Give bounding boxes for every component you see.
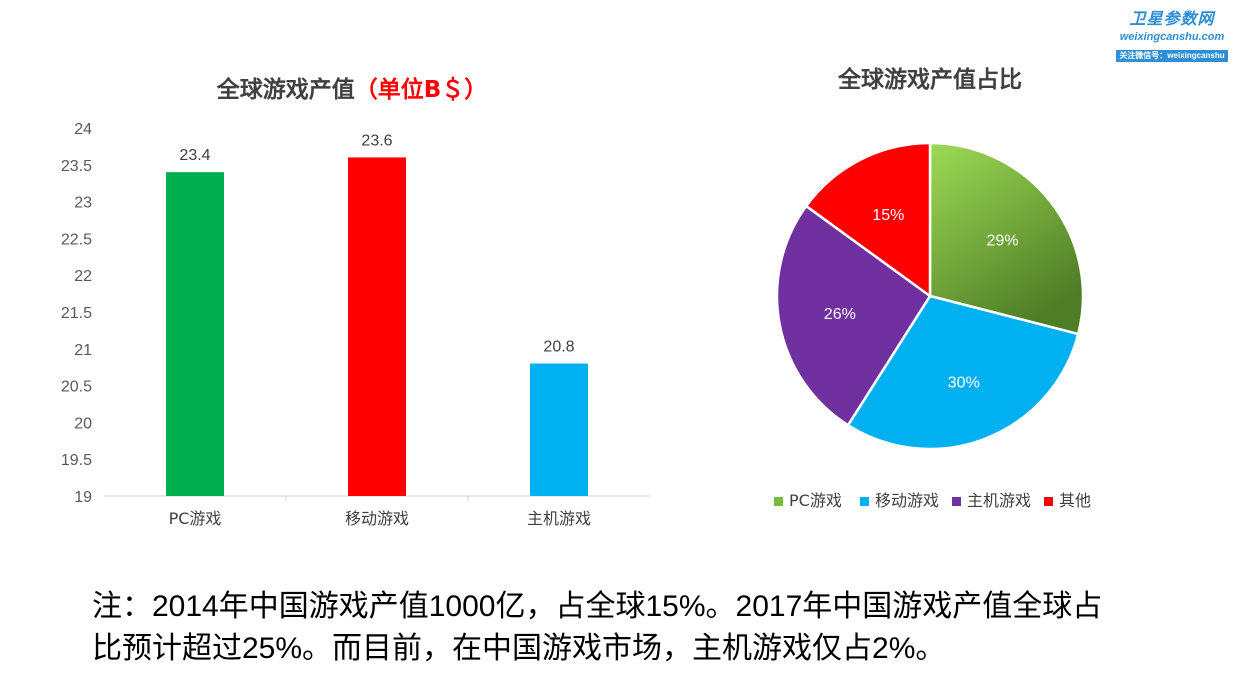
pie-chart-title: 全球游戏产值占比 <box>837 66 1022 93</box>
pie-legend: PC游戏 移动游戏 主机游戏 其他 <box>774 491 1091 510</box>
bar-chart: 全球游戏产值（单位B＄） 19 19.5 20 20.5 21 21.5 22 22.5 23 2… <box>61 76 650 528</box>
bar-chart-title-unit: （单位B＄） <box>355 76 488 103</box>
bar-data-label: 23.4 <box>179 147 210 164</box>
bar-chart-title-main: 全球游戏产值 <box>216 76 355 103</box>
y-tick-label: 21 <box>74 342 92 359</box>
bar-2 <box>348 157 406 496</box>
y-tick-label: 23.5 <box>61 158 92 175</box>
legend-swatch <box>952 497 961 506</box>
y-tick-label: 21.5 <box>61 305 92 322</box>
pie-data-label: 15% <box>872 207 904 224</box>
footnote: 注：2014年中国游戏产值1000亿，占全球15%。2017年中国游戏产值全球占… <box>92 586 1232 670</box>
bar-data-label: 23.6 <box>361 132 392 149</box>
pie-chart: 全球游戏产值占比 29% 30% 26% 15% PC游戏 移动游戏 主机游戏 其他 <box>774 66 1091 510</box>
y-tick-label: 20.5 <box>61 379 92 396</box>
watermark-follow: 关注微信号：weixingcanshu <box>1116 50 1228 62</box>
y-tick-label: 20 <box>74 415 92 432</box>
legend-item: PC游戏 <box>789 491 842 510</box>
x-category-label: 移动游戏 <box>345 509 409 528</box>
legend-item: 主机游戏 <box>967 491 1031 510</box>
watermark-domain: weixingcanshu.com <box>1119 31 1225 43</box>
legend-swatch <box>1044 497 1053 506</box>
y-tick-label: 19.5 <box>61 452 92 469</box>
y-tick-label: 19 <box>74 489 92 506</box>
footnote-line-1: 注：2014年中国游戏产值1000亿，占全球15%。2017年中国游戏产值全球占 <box>92 590 1103 623</box>
watermark-title: 卫星参数网 <box>1129 11 1215 28</box>
footnote-line-2: 比预计超过25%。而目前，在中国游戏市场，主机游戏仅占2%。 <box>92 632 946 665</box>
pie-data-label: 30% <box>948 374 980 391</box>
x-category-label: PC游戏 <box>169 509 222 528</box>
pie-slice-4 <box>804 141 932 299</box>
pie-slice-3 <box>775 204 932 427</box>
y-tick-label: 22 <box>74 268 92 285</box>
pie-slice-2 <box>846 294 1080 451</box>
legend-swatch <box>860 497 869 506</box>
y-tick-label: 24 <box>74 121 92 138</box>
legend-swatch <box>774 497 783 506</box>
x-category-label: 主机游戏 <box>527 509 591 528</box>
y-tick-label: 23 <box>74 195 92 212</box>
y-tick-label: 22.5 <box>61 231 92 248</box>
bar-chart-title: 全球游戏产值（单位B＄） <box>216 76 488 103</box>
pie-data-label: 29% <box>987 233 1019 250</box>
bar-3 <box>530 363 588 496</box>
legend-item: 其他 <box>1059 491 1091 510</box>
bar-data-label: 20.8 <box>543 339 574 356</box>
legend-item: 移动游戏 <box>875 491 939 510</box>
watermark-logo: 卫星参数网 weixingcanshu.com 关注微信号：weixingcan… <box>1106 10 1238 63</box>
pie-slice-1 <box>928 141 1085 336</box>
pie-data-label: 26% <box>824 306 856 323</box>
bar-1 <box>166 172 224 496</box>
